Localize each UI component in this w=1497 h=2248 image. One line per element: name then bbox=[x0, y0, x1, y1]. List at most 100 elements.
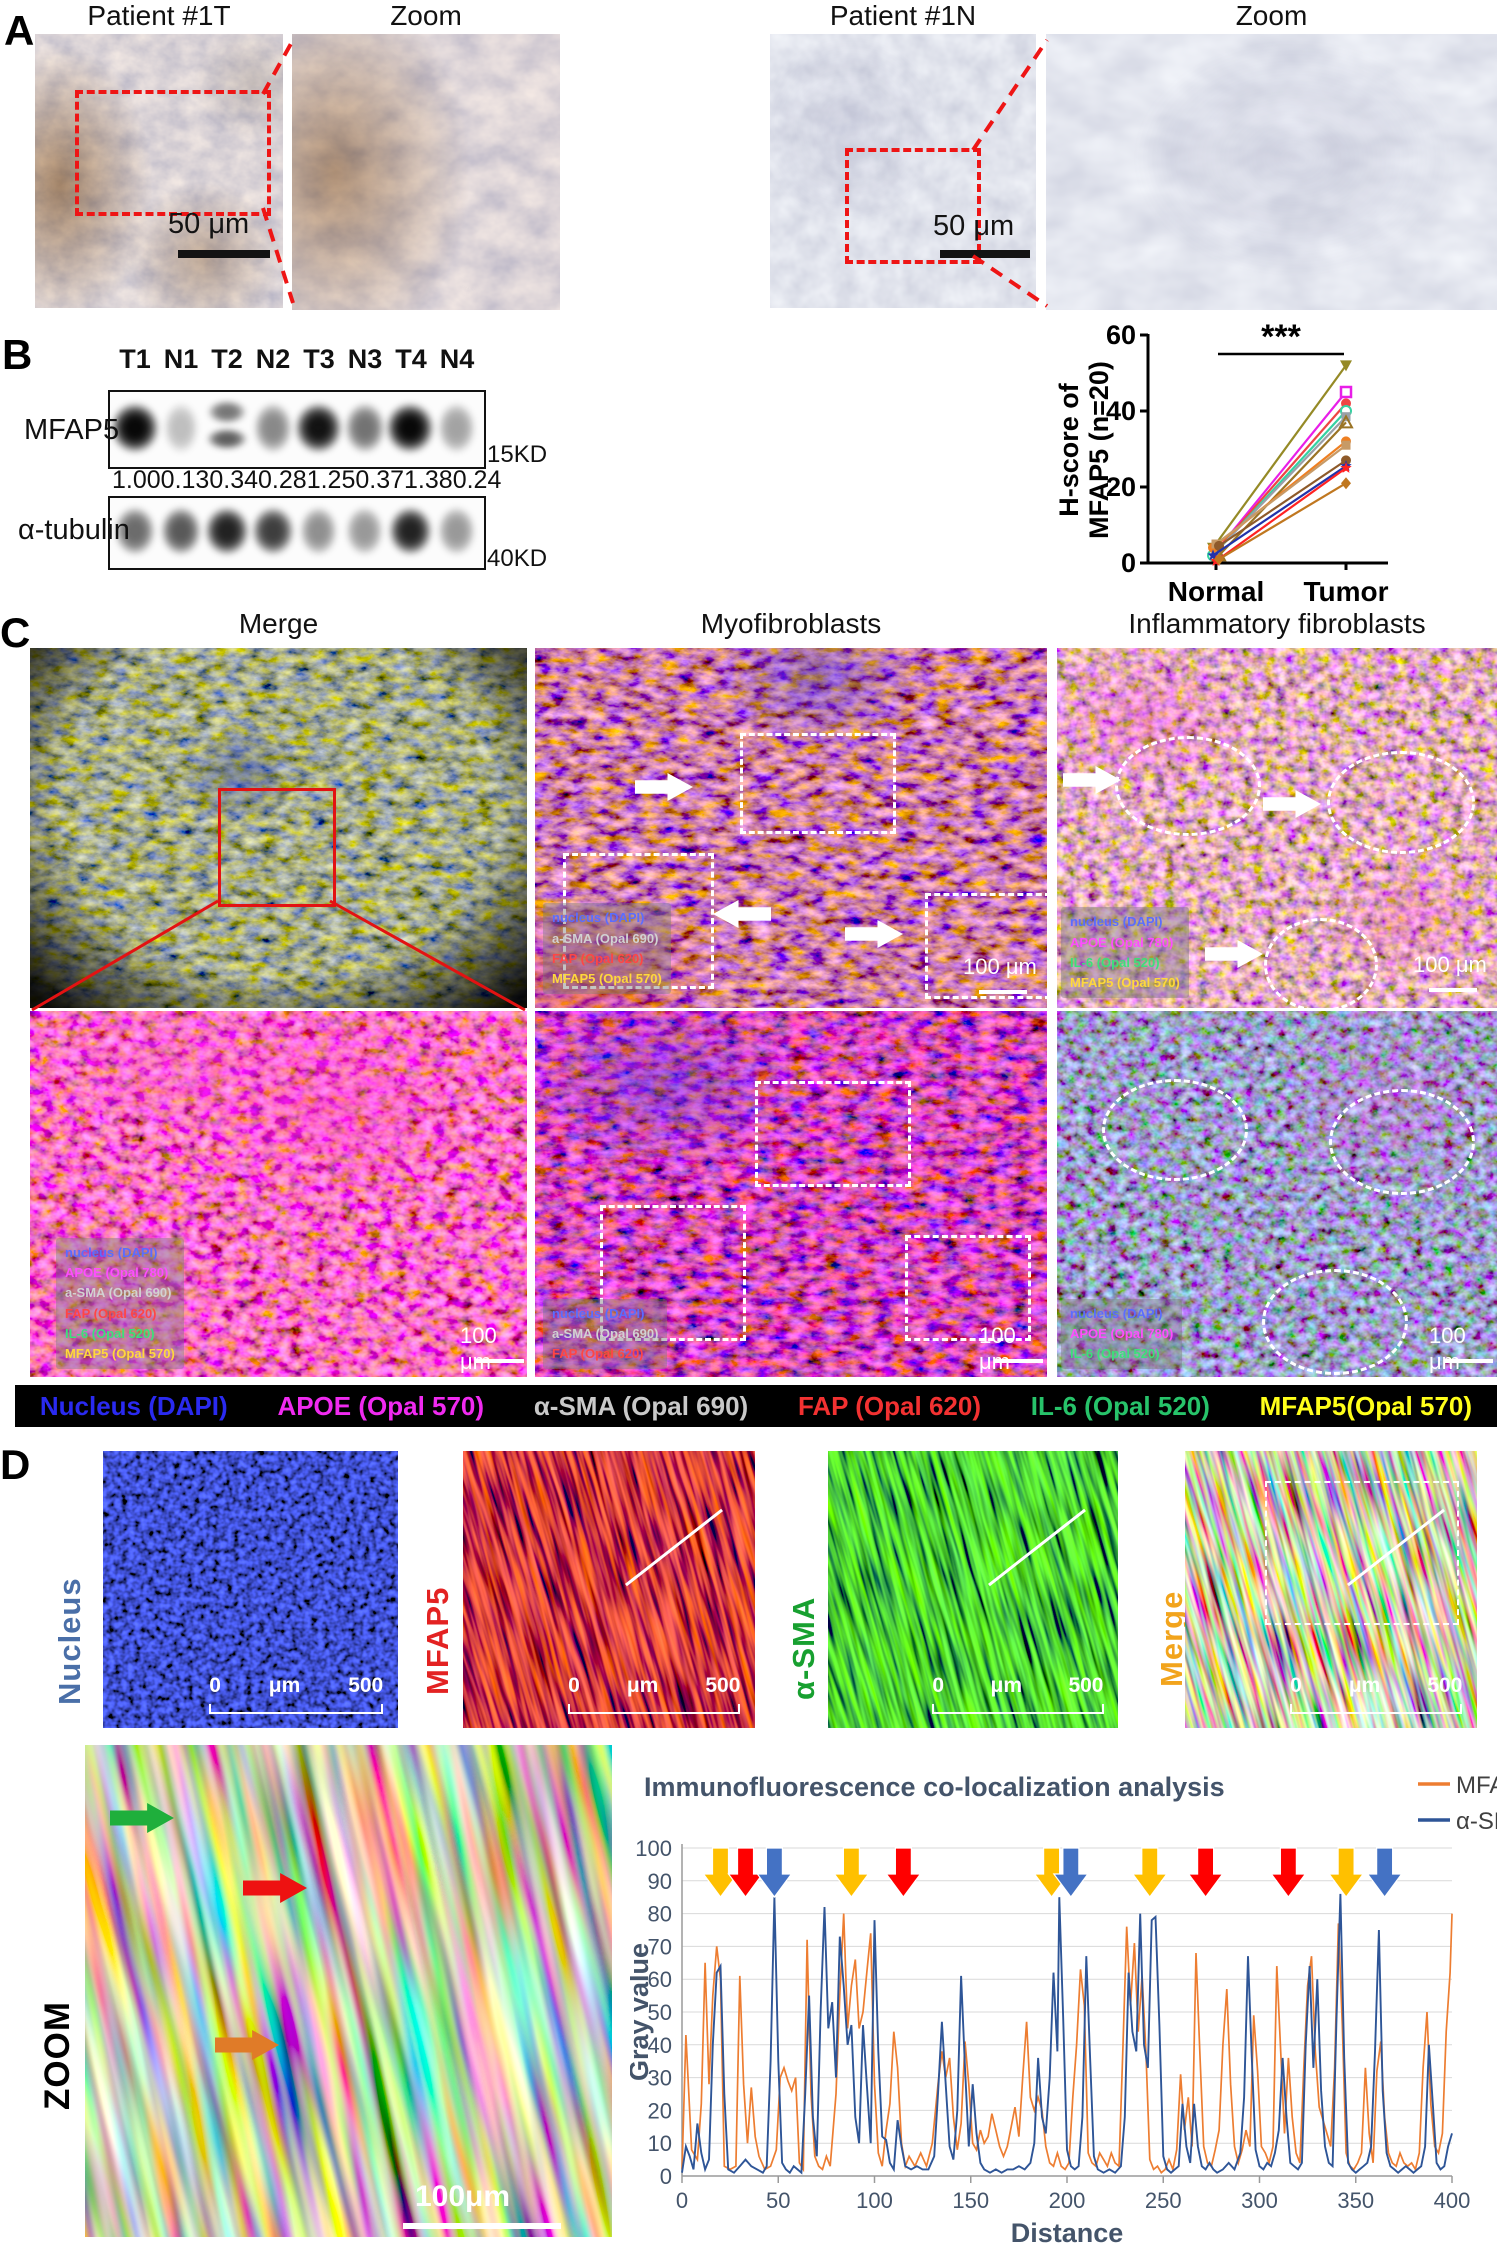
scale-bar-label: 50 μm bbox=[168, 208, 250, 240]
blot-ratio-values: 1.00 0.13 0.34 0.28 1.25 0.37 1.38 0.24 bbox=[112, 466, 501, 494]
blot-band bbox=[345, 506, 384, 556]
figure-element: Tumor bbox=[1303, 576, 1388, 607]
panel-c-col-title-inflammatory: Inflammatory fibroblasts bbox=[1128, 608, 1426, 639]
figure-element bbox=[1207, 549, 1219, 561]
blot-lane-labels: T1 N1 T2 N2 T3 N3 T4 N4 bbox=[112, 344, 480, 376]
channel-label-block: nucleus (DAPI) APOE (Opal 780) IL-6 (Opal … bbox=[1061, 1298, 1183, 1369]
panel-d-label: D bbox=[0, 1441, 31, 1488]
scale-tick: μm bbox=[626, 1674, 659, 1697]
scale-tick: μm bbox=[990, 1674, 1023, 1697]
scale-bar bbox=[979, 990, 1027, 994]
figure-element bbox=[1270, 1847, 1307, 1899]
blot-band bbox=[437, 402, 476, 454]
scale-tick: 0 bbox=[209, 1674, 221, 1697]
channel-label-block: nucleus (DAPI) APOE (Opal 780) a-SMA (Opal… bbox=[56, 1238, 184, 1369]
blot-band bbox=[343, 402, 386, 454]
colocalization-chart: Immunofluorescence co-localization analy… bbox=[624, 1748, 1497, 2248]
figure-element: 60 bbox=[1106, 320, 1136, 350]
figure-element bbox=[1212, 465, 1347, 557]
scale-ruler-labels: 0 μm 500 bbox=[209, 1674, 383, 1698]
figure-element: H-score of bbox=[1054, 382, 1084, 517]
scale-bar-label: 100 μm bbox=[963, 954, 1037, 979]
blot-band bbox=[298, 506, 339, 556]
channel-label: MFAP5 (Opal 570) bbox=[552, 970, 662, 986]
highlight-box bbox=[755, 1081, 911, 1187]
scale-ruler-bar bbox=[1290, 1704, 1463, 1714]
scale-ruler-bar bbox=[209, 1704, 384, 1714]
figure-element: 80 bbox=[648, 1902, 672, 1927]
micrograph-texture bbox=[1185, 1451, 1477, 1728]
figure-element bbox=[1215, 415, 1347, 553]
figure-element: α-SMA bbox=[1456, 1808, 1497, 1835]
channel-label: IL-6 (Opal 520) bbox=[1070, 1345, 1160, 1361]
scale-bar-label: 100 μm bbox=[1429, 1323, 1466, 1374]
figure-element bbox=[1212, 364, 1347, 549]
channel-label: nucleus (DAPI) bbox=[552, 1305, 645, 1321]
figure-element: 100 bbox=[856, 2188, 893, 2213]
scale-tick: 0 bbox=[568, 1674, 580, 1697]
blot-band bbox=[294, 402, 344, 454]
scale-tick: μm bbox=[268, 1674, 301, 1697]
blot-band bbox=[385, 402, 436, 454]
channel-label: MFAP5 (Opal 570) bbox=[1070, 974, 1180, 990]
figure-element: MFAP5 (n=20) bbox=[1084, 361, 1114, 539]
figure-element bbox=[103, 1451, 398, 1728]
if-image-myofibroblasts-channels: nucleus (DAPI) a-SMA (Opal 690) FAP (Opal … bbox=[535, 1011, 1047, 1377]
figure-element bbox=[1046, 34, 1497, 310]
blot-lane-label: N3 bbox=[347, 344, 383, 374]
figure-element: 300 bbox=[1241, 2188, 1278, 2213]
legend-item: IL-6 (Opal 520) bbox=[1030, 1390, 1210, 1421]
figure-element bbox=[535, 648, 1047, 1008]
figure-element bbox=[1341, 440, 1351, 450]
highlight-box bbox=[905, 1235, 1031, 1341]
figure-element: Distance bbox=[1011, 2218, 1124, 2248]
highlight-ellipse bbox=[1264, 918, 1378, 1008]
blot-lane-label: T1 bbox=[119, 344, 151, 374]
figure-element: 20 bbox=[1106, 472, 1136, 502]
blot-band bbox=[159, 506, 203, 556]
figure-element bbox=[85, 1745, 612, 2237]
blot-band bbox=[436, 506, 476, 556]
blot-ratio-value: 0.34 bbox=[209, 466, 259, 494]
figure-element bbox=[1046, 34, 1497, 310]
scale-tick: 0 bbox=[1290, 1674, 1302, 1697]
blot-band bbox=[205, 428, 248, 450]
micrograph-texture bbox=[535, 648, 1047, 1008]
figure-element: 10 bbox=[648, 2131, 672, 2156]
scale-bar-label: 100 μm bbox=[1413, 952, 1487, 977]
figure-element bbox=[1187, 1847, 1224, 1899]
channel-label: nucleus (DAPI) bbox=[552, 910, 645, 926]
figure-element bbox=[1033, 1847, 1070, 1899]
figure-element bbox=[1214, 553, 1224, 566]
figure-element: Immunofluorescence co-localization analy… bbox=[624, 1772, 1497, 2248]
figure-element: Immunofluorescence co-localization analy… bbox=[644, 1772, 1225, 1802]
zoom-region-box bbox=[218, 788, 336, 907]
figure-element bbox=[1338, 414, 1354, 429]
highlight-ellipse bbox=[1115, 736, 1261, 836]
blot-band bbox=[250, 506, 295, 556]
scale-bar bbox=[1429, 988, 1477, 992]
blot-lane-label: T2 bbox=[211, 344, 243, 374]
scale-tick: 500 bbox=[705, 1674, 741, 1697]
blot-band bbox=[387, 506, 434, 556]
figure-element bbox=[30, 1011, 527, 1377]
channel-label: APOE (Opal 780) bbox=[1070, 934, 1174, 950]
fluorophore-legend: Nucleus (DAPI) APOE (Opal 570) α-SMA (Opal… bbox=[15, 1385, 1497, 1427]
channel-label: nucleus (DAPI) bbox=[65, 1245, 158, 1261]
figure-element bbox=[1215, 444, 1347, 545]
figure-element: 200 bbox=[1049, 2188, 1086, 2213]
zoom-region-box bbox=[75, 90, 271, 216]
if-image-inflammatory-channels: nucleus (DAPI) APOE (Opal 780) IL-6 (Opal … bbox=[1057, 1011, 1497, 1377]
blot-band bbox=[114, 506, 156, 556]
channel-label: APOE (Opal 780) bbox=[1070, 1325, 1174, 1341]
micrograph-texture bbox=[292, 34, 560, 310]
figure-element: 400 bbox=[1434, 2188, 1471, 2213]
panel-a-title-4: Zoom bbox=[1235, 0, 1308, 31]
scale-tick: 0 bbox=[932, 1674, 945, 1697]
if-image-merge-zoom: nucleus (DAPI) APOE (Opal 780) a-SMA (Opal… bbox=[30, 1011, 527, 1377]
blot-lane-label: N2 bbox=[255, 344, 291, 374]
blot-mfap5 bbox=[108, 390, 486, 469]
figure-element bbox=[103, 1451, 398, 1728]
if-image-nucleus: 0 μm 500 bbox=[103, 1451, 398, 1728]
figure-element: 150 bbox=[952, 2188, 989, 2213]
